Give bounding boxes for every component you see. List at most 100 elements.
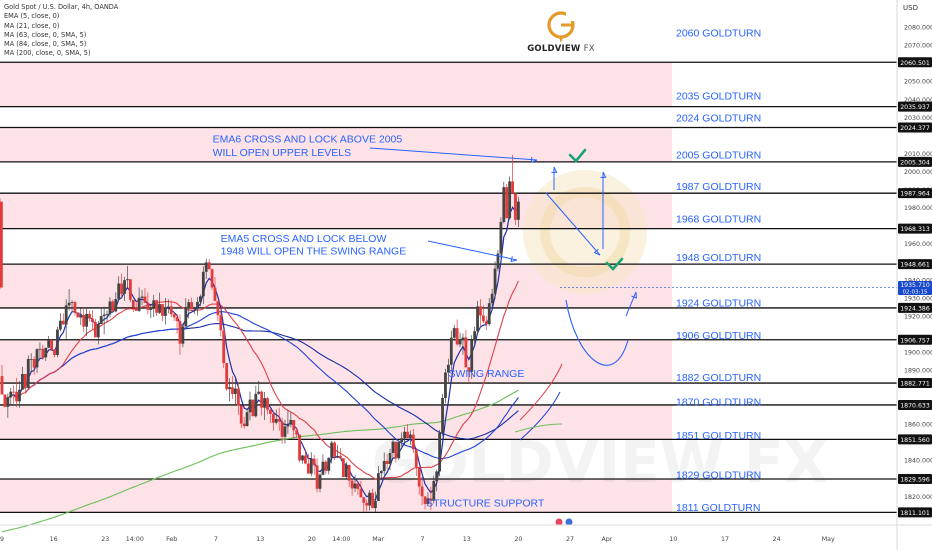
candle-body: [505, 187, 509, 219]
indicator-ma21[interactable]: MA (21, close, 0): [4, 21, 60, 30]
level-label: 1811 GOLDTURN: [676, 502, 760, 514]
indicator-ma200[interactable]: MA (200, close, 0, SMA, 5): [4, 49, 91, 58]
candle-body: [417, 466, 421, 487]
ma200-line: [1, 389, 519, 533]
candle-body: [476, 306, 479, 332]
candle-body: [38, 348, 42, 350]
candle-body: [187, 302, 191, 308]
candle-body: [131, 299, 135, 308]
annotation-text: EMA5 CROSS AND LOCK BELOW: [221, 233, 387, 245]
level-tag: 1870.633: [900, 402, 930, 409]
candle-body: [35, 349, 39, 368]
candle-body: [397, 442, 401, 459]
candle-body: [347, 464, 351, 481]
candle-body: [251, 399, 255, 417]
candle-body: [420, 486, 424, 497]
candle-body: [32, 358, 36, 368]
level-tag: 1968.313: [900, 226, 930, 233]
indicator-ema5[interactable]: EMA (5, close, 0): [4, 12, 60, 21]
ema6-pointer-arrow-head: [530, 156, 538, 163]
candle-body: [196, 301, 199, 308]
indicator-ma84[interactable]: MA (84, close, 0, SMA, 5): [4, 40, 87, 49]
y-tick-label: 2000.000: [904, 169, 932, 176]
candle-body: [149, 307, 153, 310]
level-label: 1829 GOLDTURN: [676, 470, 761, 482]
x-tick-label: May: [822, 536, 835, 543]
zone-band: [0, 339, 672, 384]
x-tick-label: 20: [514, 536, 522, 543]
candle-body: [517, 201, 520, 220]
x-tick-label: 17: [721, 536, 729, 543]
level-tag-bg: [898, 122, 932, 133]
level-tag: 2035.937: [900, 104, 930, 111]
symbol-title[interactable]: Gold Spot / U.S. Dollar, 4h, OANDA: [4, 3, 119, 11]
candle-body: [432, 481, 436, 501]
ema6-pointer-arrow: [369, 147, 538, 161]
candle-body: [245, 412, 249, 427]
time-axis[interactable]: 9 16 23 14:00 Feb 7 13 20 14:00 Mar 7 13 20 27 Apr 10 17…: [0, 524, 932, 543]
candle-body: [283, 426, 287, 437]
candle-body: [388, 453, 392, 465]
level-tag-bg: [898, 188, 932, 199]
price-axis[interactable]: 2080.000 2070.000 2050.000 2040.000 2030.000…: [896, 0, 932, 550]
candle-body: [61, 320, 65, 325]
candle-body: [114, 299, 118, 312]
candle-body: [6, 397, 10, 407]
level-label: 2005 GOLDTURN: [676, 149, 761, 161]
candle-body: [490, 293, 494, 304]
y-tick-label: 1900.000: [904, 349, 932, 356]
x-tick-label: 10: [669, 536, 677, 543]
candle-body: [228, 387, 231, 390]
candle-body: [359, 488, 363, 498]
event-flag-icon: [565, 518, 573, 526]
candle-body: [91, 318, 94, 322]
level-tag-bg: [898, 399, 932, 410]
candle-body: [280, 421, 284, 437]
x-tick-label: 16: [50, 536, 58, 543]
candle-body: [368, 492, 372, 506]
candle-body: [222, 330, 226, 363]
check-icon: [605, 257, 624, 271]
candle-body: [470, 340, 474, 372]
spike-up-arrow-head: [551, 166, 558, 173]
candle-body: [301, 455, 304, 461]
y-tick-label: 1840.000: [904, 458, 932, 465]
candle-body: [137, 297, 141, 311]
candle-body: [382, 460, 386, 472]
level-tag-bg: [898, 474, 932, 485]
candle-body: [56, 329, 59, 356]
candle-body: [269, 409, 272, 414]
y-tick-label: 1920.000: [904, 313, 932, 320]
candle-body: [155, 300, 159, 313]
logo-suffix: FX: [583, 44, 595, 54]
candle-body: [178, 321, 182, 344]
candle-body: [298, 434, 301, 461]
candle-body: [391, 441, 395, 454]
y-tick-label: 1890.000: [904, 368, 932, 375]
candle-body: [385, 460, 389, 465]
candle-body: [236, 388, 240, 406]
candle-body: [85, 313, 89, 327]
candle-body: [394, 441, 398, 459]
candle-body: [166, 306, 170, 308]
candle-body: [467, 367, 471, 372]
candle-body: [23, 373, 27, 388]
candle-body: [210, 269, 214, 288]
candle-body: [502, 187, 506, 222]
candle-body: [309, 458, 313, 474]
candle-body: [172, 314, 176, 318]
candle-body: [429, 498, 433, 501]
x-tick-label: 7: [214, 536, 218, 543]
candle-body: [79, 314, 83, 318]
candle-body: [67, 302, 71, 306]
candle-body: [374, 501, 377, 509]
indicator-ma63[interactable]: MA (63, close, 0, SMA, 5): [4, 30, 87, 39]
candle-body: [216, 301, 220, 316]
candle-body: [169, 306, 173, 315]
x-tick-label: Feb: [166, 536, 177, 543]
zone-band: [0, 62, 672, 107]
candle-body: [193, 307, 196, 310]
x-tick-label: 24: [773, 536, 781, 543]
candle-body: [64, 305, 68, 325]
